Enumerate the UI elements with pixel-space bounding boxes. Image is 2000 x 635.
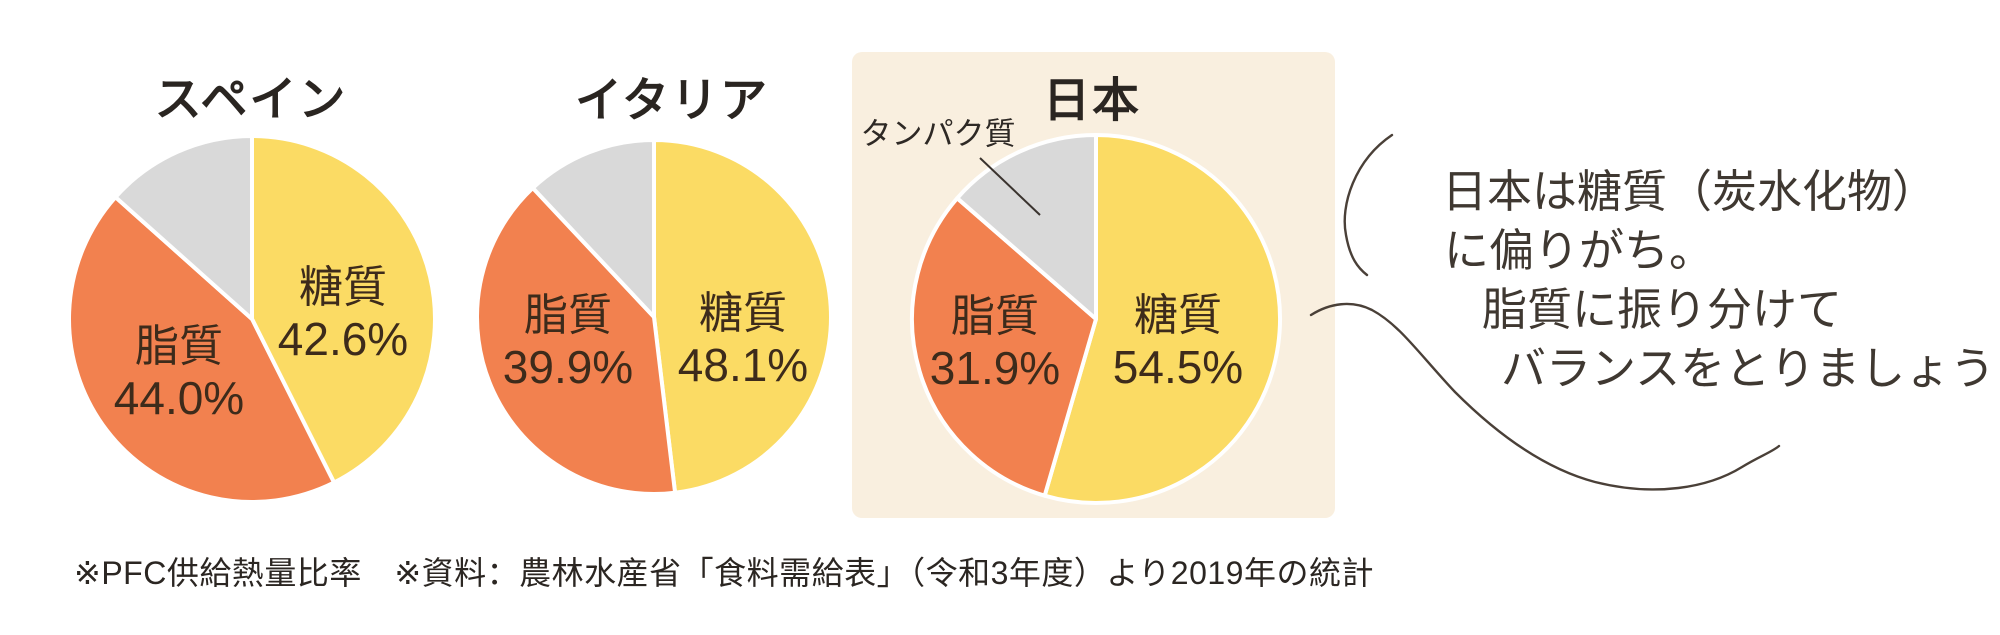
japan-slice-fat bbox=[910, 196, 1098, 498]
footnote: ※PFC供給熱量比率 ※資料：農林水産省「食料需給表」（令和3年度）より2019… bbox=[74, 555, 1374, 591]
italy-pie bbox=[475, 138, 833, 496]
bubble-line: 日本は糖質（炭水化物） bbox=[1442, 167, 1938, 217]
japan-pie bbox=[910, 133, 1282, 505]
speech-bubble-text: 日本は糖質（炭水化物） に偏りがち。 脂質に振り分けて バランスをとりましょう！ bbox=[1442, 163, 2000, 399]
slice-percentage: 54.5% bbox=[1112, 341, 1244, 393]
slice-percentage: 48.1% bbox=[677, 339, 809, 391]
japan-carb-label: 糖質 54.5% bbox=[1113, 291, 1243, 393]
slice-name: 糖質 bbox=[1134, 291, 1222, 340]
bubble-line: バランスをとりましょう！ bbox=[1501, 344, 2000, 394]
spain-fat-label: 脂質 44.0% bbox=[114, 322, 244, 424]
spain-slice-protein bbox=[113, 134, 254, 321]
italy-carb-label: 糖質 48.1% bbox=[678, 289, 808, 391]
slice-name: 糖質 bbox=[699, 289, 787, 338]
protein-callout-line bbox=[979, 157, 1041, 216]
bubble-line: 脂質に振り分けて bbox=[1482, 285, 1843, 335]
italy-slice-carb bbox=[652, 138, 833, 495]
slice-percentage: 44.0% bbox=[113, 372, 245, 424]
italy-fat-label: 脂質 39.9% bbox=[503, 291, 633, 393]
slice-name: 脂質 bbox=[951, 292, 1039, 341]
slice-name: 糖質 bbox=[299, 263, 387, 312]
chart-title-italy: イタリア bbox=[574, 73, 770, 127]
japan-slice-carb bbox=[1042, 133, 1282, 505]
italy-slice-fat bbox=[475, 185, 678, 496]
slice-name: 脂質 bbox=[135, 322, 223, 371]
slice-percentage: 39.9% bbox=[502, 341, 634, 393]
spain-slice-fat bbox=[67, 195, 337, 504]
slice-name: 脂質 bbox=[524, 291, 612, 340]
spain-pie bbox=[67, 134, 437, 504]
japan-slice-protein bbox=[955, 133, 1098, 321]
japan-fat-label: 脂質 31.9% bbox=[930, 292, 1060, 394]
bubble-stroke-tail bbox=[1309, 302, 1781, 491]
protein-callout-label: タンパク質 bbox=[860, 116, 1016, 152]
spain-slice-carb bbox=[250, 134, 437, 485]
slice-percentage: 31.9% bbox=[929, 342, 1061, 394]
spain-carb-label: 糖質 42.6% bbox=[278, 263, 408, 365]
bubble-line: に偏りがち。 bbox=[1444, 226, 1715, 276]
italy-slice-protein bbox=[530, 138, 656, 319]
bubble-stroke-left bbox=[1343, 133, 1394, 277]
chart-title-japan: 日本 bbox=[1043, 73, 1141, 127]
slice-percentage: 42.6% bbox=[277, 313, 409, 365]
chart-title-spain: スペイン bbox=[154, 72, 348, 126]
